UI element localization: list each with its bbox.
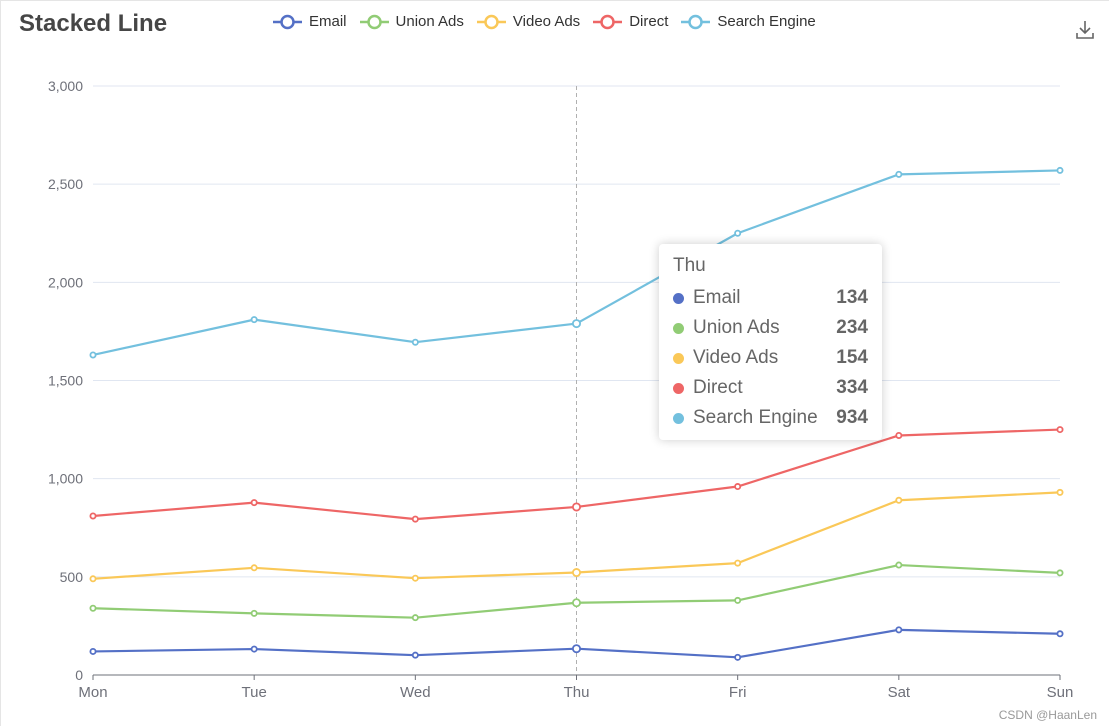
download-icon[interactable] — [1074, 19, 1096, 41]
tooltip-title: Thu — [673, 255, 706, 276]
tooltip-row: Video Ads 154 — [673, 343, 868, 373]
legend-label: Direct — [629, 13, 669, 30]
legend-item-union-ads[interactable]: Union Ads — [359, 13, 464, 30]
tooltip-series-name: Video Ads — [693, 347, 779, 368]
tooltip-value: 934 — [836, 407, 868, 428]
tooltip-series-name: Direct — [693, 377, 743, 398]
legend-item-video-ads[interactable]: Video Ads — [476, 13, 580, 30]
tooltip-row: Direct 334 — [673, 373, 868, 403]
legend-label: Email — [309, 13, 347, 30]
legend-item-direct[interactable]: Direct — [592, 13, 668, 30]
legend-line-icon — [681, 14, 711, 29]
tooltip-marker — [673, 382, 684, 394]
legend-line-icon — [476, 14, 506, 29]
tooltip-series-name: Union Ads — [693, 317, 780, 338]
tooltip-marker — [673, 412, 684, 424]
tooltip-marker — [673, 322, 684, 334]
tooltip: Thu Email 134 Union Ads 234 Video Ads 154 Dire… — [659, 244, 882, 440]
legend-line-icon — [273, 14, 302, 29]
legend-item-search-engine[interactable]: Search Engine — [680, 13, 816, 30]
tooltip-row: Union Ads 234 — [673, 313, 868, 343]
legend-label: Union Ads — [395, 13, 464, 30]
tooltip-value: 334 — [836, 377, 868, 398]
tooltip-value: 234 — [836, 317, 868, 338]
tooltip-series-name: Email — [693, 287, 741, 308]
tooltip-marker — [673, 352, 684, 364]
legend-line-icon — [593, 14, 623, 29]
tooltip-row: Email 134 — [673, 283, 868, 313]
tooltip-marker — [673, 292, 684, 304]
legend-item-email[interactable]: Email — [272, 13, 347, 30]
tooltip-row: Search Engine 934 — [673, 403, 868, 433]
tooltip-value: 134 — [836, 287, 868, 308]
legend-line-icon — [359, 14, 389, 29]
tooltip-series-name: Search Engine — [693, 407, 818, 428]
legend-label: Search Engine — [717, 13, 816, 30]
legend: Email Union Ads Video Ads Direct Search Engi… — [272, 13, 828, 30]
chart-title: Stacked Line — [19, 10, 168, 37]
tooltip-value: 154 — [836, 347, 868, 368]
watermark: CSDN @HaanLen — [998, 708, 1097, 722]
legend-label: Video Ads — [512, 13, 581, 30]
